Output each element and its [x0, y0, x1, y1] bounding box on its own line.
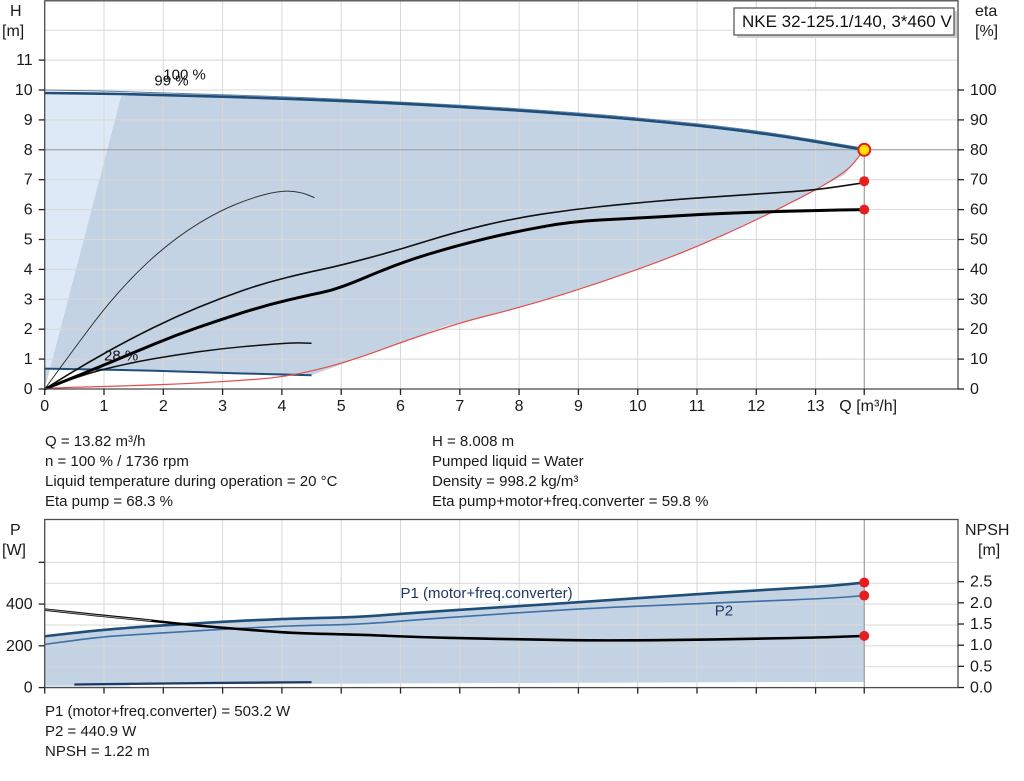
svg-text:0.5: 0.5	[970, 658, 992, 675]
svg-text:7: 7	[455, 398, 464, 415]
svg-text:20: 20	[970, 321, 988, 338]
svg-text:6: 6	[396, 398, 405, 415]
svg-text:3: 3	[218, 398, 227, 415]
svg-text:0.0: 0.0	[970, 680, 992, 697]
svg-text:11: 11	[16, 52, 33, 69]
svg-text:100: 100	[970, 82, 997, 99]
svg-text:3: 3	[24, 291, 33, 308]
svg-text:30: 30	[970, 291, 988, 308]
svg-text:2: 2	[159, 398, 168, 415]
svg-text:99 %: 99 %	[154, 73, 188, 90]
svg-text:[W]: [W]	[2, 542, 26, 559]
svg-text:400: 400	[6, 596, 33, 613]
svg-text:1.5: 1.5	[970, 616, 992, 633]
svg-text:60: 60	[970, 202, 988, 219]
svg-text:10: 10	[970, 351, 988, 368]
svg-text:Q [m³/h]: Q [m³/h]	[839, 398, 897, 415]
svg-text:0: 0	[24, 381, 33, 398]
svg-text:H: H	[10, 3, 22, 20]
svg-text:[%]: [%]	[975, 23, 998, 40]
svg-text:P1 (motor+freq.converter): P1 (motor+freq.converter)	[401, 585, 573, 602]
svg-text:40: 40	[970, 261, 988, 278]
svg-text:1: 1	[100, 398, 109, 415]
svg-text:[m]: [m]	[978, 542, 1000, 559]
svg-text:28 %: 28 %	[104, 348, 138, 365]
svg-text:10: 10	[629, 398, 647, 415]
svg-text:7: 7	[24, 172, 33, 189]
svg-text:NKE 32-125.1/140, 3*460 V: NKE 32-125.1/140, 3*460 V	[742, 12, 952, 31]
svg-text:0: 0	[970, 381, 979, 398]
svg-text:0: 0	[24, 680, 33, 697]
svg-text:0: 0	[40, 398, 49, 415]
svg-text:50: 50	[970, 232, 988, 249]
svg-text:2.0: 2.0	[970, 595, 992, 612]
svg-text:8: 8	[24, 142, 33, 159]
svg-text:[m]: [m]	[2, 23, 24, 40]
svg-text:1.0: 1.0	[970, 637, 992, 654]
svg-text:11: 11	[689, 398, 706, 415]
svg-text:8: 8	[515, 398, 524, 415]
svg-text:13: 13	[807, 398, 825, 415]
svg-text:P2: P2	[715, 603, 733, 620]
svg-text:NPSH: NPSH	[965, 522, 1009, 539]
svg-text:90: 90	[970, 112, 988, 129]
svg-text:4: 4	[24, 261, 33, 278]
svg-text:70: 70	[970, 172, 988, 189]
svg-text:eta: eta	[975, 3, 997, 20]
svg-text:12: 12	[747, 398, 765, 415]
svg-text:9: 9	[24, 112, 33, 129]
svg-text:9: 9	[574, 398, 583, 415]
svg-text:5: 5	[24, 232, 33, 249]
svg-text:80: 80	[970, 142, 988, 159]
svg-text:6: 6	[24, 202, 33, 219]
svg-text:4: 4	[277, 398, 286, 415]
svg-text:P: P	[10, 522, 21, 539]
svg-text:5: 5	[337, 398, 346, 415]
svg-text:200: 200	[6, 638, 33, 655]
svg-text:2: 2	[24, 321, 33, 338]
svg-text:10: 10	[15, 82, 33, 99]
svg-text:1: 1	[24, 351, 33, 368]
svg-text:2.5: 2.5	[970, 574, 992, 591]
